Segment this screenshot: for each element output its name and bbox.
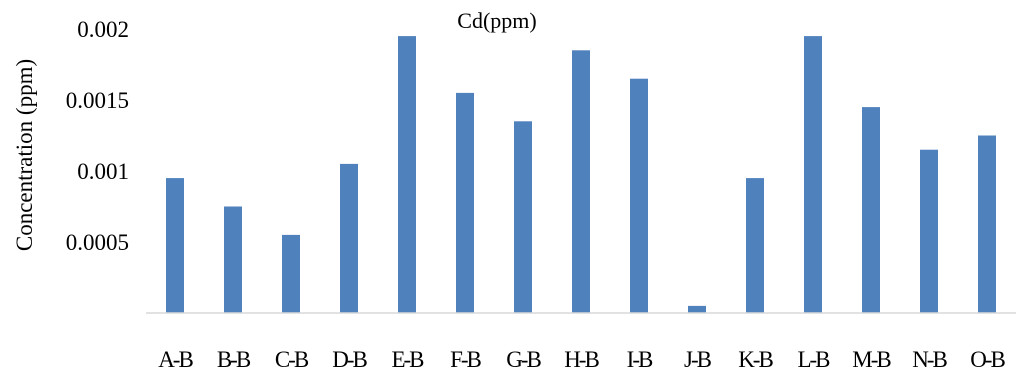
bar [398, 36, 416, 313]
chart-title: Cd(ppm) [457, 8, 536, 33]
bar [746, 178, 764, 313]
bar [224, 206, 242, 313]
bars [166, 36, 996, 314]
x-tick-label: G-B [506, 347, 541, 371]
bar [514, 121, 532, 313]
bar [862, 107, 880, 313]
x-tick-label: K-B [738, 347, 773, 371]
x-tick-label: F-B [450, 347, 481, 371]
bar [978, 135, 996, 313]
y-tick-label: 0.0005 [66, 230, 129, 255]
x-tick-label: E-B [391, 347, 424, 371]
bar [804, 36, 822, 313]
y-tick-label: 0.002 [77, 17, 129, 42]
x-tick-label: J-B [684, 347, 712, 371]
bar [572, 50, 590, 314]
x-tick-label: H-B [564, 347, 599, 371]
x-tick-label: O-B [970, 347, 1005, 371]
x-tick-label: A-B [158, 347, 193, 371]
bar [282, 234, 300, 313]
y-tick-labels: 0.0005 0.001 0.0015 0.002 [66, 17, 129, 255]
x-tick-label: I-B [627, 347, 653, 371]
bar [166, 178, 184, 313]
bar [456, 92, 474, 314]
x-tick-label: C-B [275, 347, 309, 371]
y-tick-label: 0.001 [77, 159, 129, 184]
x-tick-label: B-B [217, 347, 251, 371]
x-tick-label: D-B [332, 347, 367, 371]
x-tick-label: M-B [852, 347, 891, 371]
x-tick-label: N-B [912, 347, 947, 371]
y-tick-label: 0.0015 [66, 88, 129, 113]
bar [920, 149, 938, 313]
x-tick-labels: A-B B-B C-B D-B E-B F-B G-B H-B I-B J-B K-B L-B M-B N… [158, 347, 1007, 371]
x-tick-label: L-B [797, 347, 830, 371]
bar [688, 305, 706, 313]
bar [340, 163, 358, 313]
bar [630, 78, 648, 313]
y-axis-title: Concentration (ppm) [12, 59, 37, 251]
